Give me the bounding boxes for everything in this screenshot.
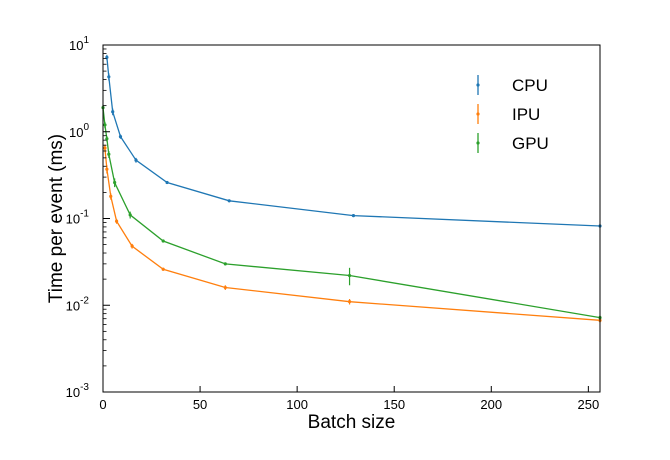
data-point (161, 267, 165, 271)
y-tick-exponent: 0 (83, 122, 89, 133)
legend-item-gpu: GPU (476, 133, 549, 153)
data-point (105, 137, 109, 141)
data-point (105, 167, 109, 171)
x-tick-label: 150 (383, 397, 405, 412)
series-layer (101, 54, 602, 323)
data-point (107, 152, 111, 156)
data-point (111, 110, 115, 114)
data-point (113, 180, 117, 185)
data-point (227, 199, 231, 203)
data-point (114, 219, 119, 223)
data-point (161, 239, 165, 243)
data-point (165, 180, 169, 185)
x-tick-label: 50 (193, 397, 207, 412)
x-tick-label: 250 (578, 397, 600, 412)
y-axis-title: Time per event (ms) (46, 134, 67, 303)
y-tick-label: 101 (69, 35, 89, 53)
series-line (104, 147, 601, 321)
legend-marker-point (476, 112, 480, 116)
y-tick-exponent: -1 (80, 209, 89, 220)
x-tick-label: 0 (99, 397, 106, 412)
legend-label: GPU (512, 134, 549, 153)
y-tick-label: 10-1 (66, 209, 90, 227)
x-tick-label: 200 (480, 397, 502, 412)
y-tick-exponent: 1 (83, 35, 89, 46)
legend-label: IPU (512, 105, 540, 124)
legend: CPU IPU GPU (476, 75, 549, 153)
data-point (103, 123, 107, 127)
x-axis-title: Batch size (308, 412, 396, 433)
x-tick-label: 100 (286, 397, 308, 412)
legend-item-cpu: CPU (476, 75, 548, 95)
data-point (130, 244, 134, 248)
data-point (347, 300, 352, 304)
data-point (107, 75, 111, 79)
data-point (109, 194, 113, 198)
data-point (351, 214, 356, 218)
series-ipu (103, 144, 602, 323)
data-point (103, 146, 107, 150)
y-tick-label: 10-2 (66, 295, 90, 313)
data-point (223, 285, 227, 290)
plot-frame (102, 44, 601, 393)
y-tick-label: 10-3 (66, 382, 90, 400)
data-point (347, 273, 352, 278)
legend-item-ipu: IPU (476, 104, 540, 124)
y-tick-exponent: -2 (80, 295, 89, 306)
data-point (128, 213, 132, 217)
data-point (223, 262, 227, 266)
data-point (118, 134, 123, 139)
legend-marker-point (476, 83, 480, 87)
legend-marker-point (476, 141, 480, 145)
data-point (134, 158, 138, 162)
legend-label: CPU (512, 76, 548, 95)
y-tick-label: 100 (69, 122, 89, 140)
y-tick-exponent: -3 (80, 382, 89, 393)
